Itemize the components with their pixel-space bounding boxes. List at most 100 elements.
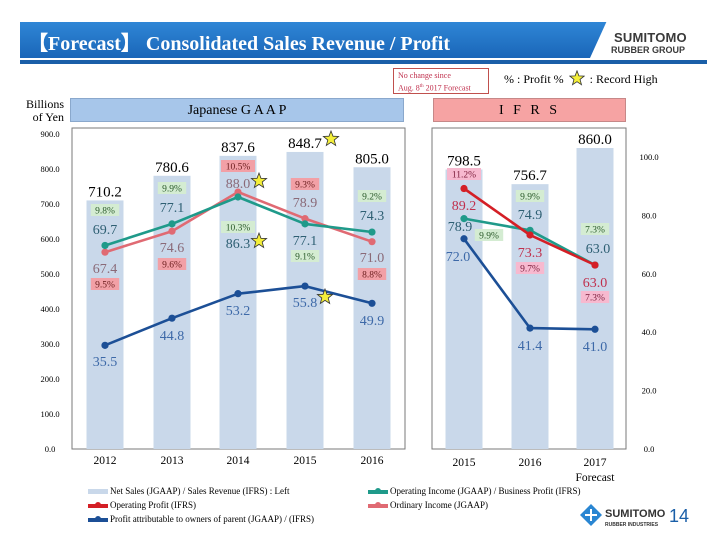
ordinary-income-value: 67.4 <box>93 262 118 277</box>
legend-label: Ordinary Income (JGAAP) <box>390 500 488 510</box>
ordinary-income-pct: 8.8% <box>362 271 382 281</box>
legend-item-operating-profit: Operating Profit (IFRS) <box>88 500 196 510</box>
left-axis-tick-label: 800.0 <box>40 164 59 174</box>
operating-income-point <box>301 220 309 228</box>
ordinary-income-point <box>101 248 109 256</box>
ordinary-income-pct-bg <box>90 278 120 290</box>
record-high-key: : Record High <box>589 71 658 86</box>
x-tick-label-2015: 2015 <box>294 455 317 467</box>
ordinary-income-point <box>301 215 309 223</box>
operating-income-point <box>368 228 376 236</box>
left-axis-tick-label: 500.0 <box>40 269 59 279</box>
right-axis-tick-label: 0.0 <box>644 444 655 454</box>
record-high-star <box>316 287 334 305</box>
bar-value-label: 780.6 <box>155 160 189 176</box>
bar-value-label: 798.5 <box>447 154 481 170</box>
left-axis-tick-label: 700.0 <box>40 199 59 209</box>
record-high-star <box>250 231 268 249</box>
operating-income-pct: 9.2% <box>362 193 382 203</box>
bar-net-sales-2016 <box>353 167 391 449</box>
y-unit-line1: Billions <box>25 97 64 111</box>
ordinary-income-pct-bg <box>157 258 187 270</box>
footer-logo-subtext: RUBBER INDUSTRIES <box>605 522 659 528</box>
ordinary-income-pct-bg <box>221 160 255 172</box>
operating-income-value: 77.1 <box>160 201 185 216</box>
right-axis-tick-label: 60.0 <box>642 269 657 279</box>
business-profit-pct-bg <box>474 229 504 241</box>
ordinary-income-value: 78.9 <box>293 196 318 211</box>
operating-profit-pct: 7.3% <box>585 294 605 304</box>
x-tick-sublabel: Forecast <box>576 472 616 484</box>
left-axis-tick-label: 0.0 <box>45 444 56 454</box>
legend-swatch-net-profit <box>88 515 108 522</box>
business-profit-pct: 7.3% <box>585 226 605 236</box>
operating-profit-value: 89.2 <box>452 199 477 214</box>
operating-income-value: 86.3 <box>226 237 251 252</box>
ordinary-income-pct: 10.5% <box>226 163 251 173</box>
net-profit-value: 35.5 <box>93 355 118 370</box>
business-profit-pct-bg <box>515 190 545 202</box>
y-unit-line2: of Yen <box>32 110 64 124</box>
x-tick-label-2012: 2012 <box>94 455 117 467</box>
ordinary-income-point <box>234 188 242 196</box>
ordinary-income-pct-bg <box>357 268 387 280</box>
operating-profit-value: 73.3 <box>518 246 543 261</box>
ordinary-income-pct-bg <box>290 178 320 190</box>
title-banner: 【Forecast】 Consolidated Sales Revenue / … <box>20 22 707 58</box>
net-profit-ifrs-value: 41.0 <box>583 340 608 355</box>
operating-profit-point <box>460 184 468 193</box>
operating-income-pct: 9.9% <box>162 185 182 195</box>
left-axis-tick-label: 900.0 <box>40 129 59 139</box>
legend-item-operating-income: Operating Income (JGAAP) / Business Prof… <box>368 486 581 496</box>
operating-profit-value: 63.0 <box>583 276 608 291</box>
net-profit-jgaap-point <box>168 314 176 322</box>
x-tick-label-2014: 2014 <box>227 455 250 467</box>
left-axis-tick-label: 400.0 <box>40 304 59 314</box>
x-tick-label-2015: 2015 <box>453 457 476 469</box>
key-legend: % : Profit % : Record High <box>504 69 658 90</box>
operating-income-value: 74.3 <box>360 209 385 224</box>
header-logo-text: SUMITOMO <box>614 30 687 45</box>
left-axis-tick-label: 600.0 <box>40 234 59 244</box>
operating-income-pct-bg <box>221 221 255 233</box>
legend-swatch-ordinary-income <box>368 501 388 508</box>
legend-label: Net Sales (JGAAP) / Sales Revenue (IFRS)… <box>110 486 290 496</box>
operating-income-value: 69.7 <box>93 223 118 238</box>
bar-value-label: 756.7 <box>513 168 547 184</box>
bar-value-label: 805.0 <box>355 151 389 167</box>
operating-profit-pct-bg <box>447 168 481 180</box>
ordinary-income-point <box>168 227 176 235</box>
operating-profit-pct: 9.7% <box>520 265 540 275</box>
ordinary-income-point <box>368 238 376 246</box>
x-tick-label-2013: 2013 <box>161 455 184 467</box>
operating-income-pct-bg <box>290 250 320 262</box>
note-line2: Aug. 8th 2017 Forecast <box>398 81 488 94</box>
bar-value-label: 837.6 <box>221 140 255 156</box>
y-axis-unit: Billions of Yen <box>20 98 64 124</box>
record-high-star <box>250 171 268 189</box>
bar-value-label: 710.2 <box>88 184 122 200</box>
operating-income-point <box>101 241 109 250</box>
note-sup: th <box>419 84 424 89</box>
x-tick-label-2016: 2016 <box>519 457 542 469</box>
operating-profit-pct-bg <box>580 291 610 303</box>
jgaap-panel-header: Japanese G A A P <box>70 98 404 122</box>
operating-income-pct-bg <box>157 182 187 194</box>
legend-swatch-operating-profit <box>88 501 108 508</box>
operating-income-value: 77.1 <box>293 234 318 249</box>
legend-item-ordinary-income: Ordinary Income (JGAAP) <box>368 500 488 510</box>
net-profit-ifrs-point <box>591 325 599 333</box>
ordinary-income-pct: 9.5% <box>95 281 115 291</box>
left-axis-tick-label: 300.0 <box>40 339 59 349</box>
net-profit-ifrs-value: 41.4 <box>518 339 543 354</box>
operating-profit-pct-bg <box>515 262 545 274</box>
net-profit-value: 44.8 <box>160 329 185 344</box>
net-profit-value: 49.9 <box>360 314 385 329</box>
footer-logo-text: SUMITOMO <box>605 508 666 520</box>
net-profit-ifrs-value: 72.0 <box>446 250 471 265</box>
star-icon <box>568 69 585 90</box>
ordinary-income-value: 88.0 <box>226 177 251 192</box>
page-title: 【Forecast】 Consolidated Sales Revenue / … <box>28 33 451 55</box>
operating-income-pct: 9.1% <box>295 253 315 263</box>
net-profit-ifrs-point <box>460 235 468 243</box>
